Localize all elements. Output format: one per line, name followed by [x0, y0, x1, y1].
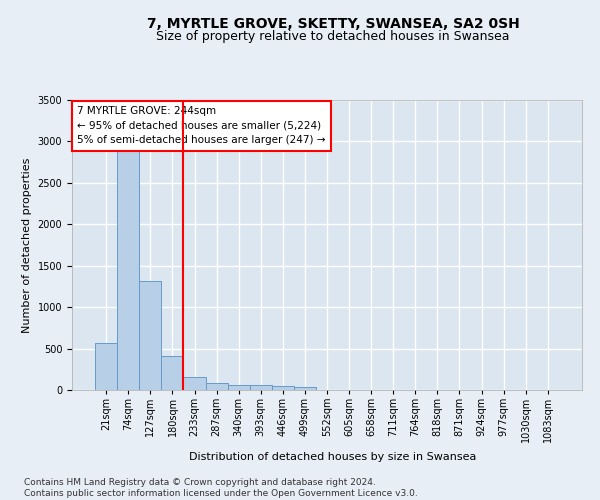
Bar: [117, 148, 139, 390]
Text: Distribution of detached houses by size in Swansea: Distribution of detached houses by size …: [190, 452, 476, 462]
Text: Size of property relative to detached houses in Swansea: Size of property relative to detached ho…: [156, 30, 510, 43]
Bar: [95, 343, 117, 390]
Text: Contains HM Land Registry data © Crown copyright and database right 2024.
Contai: Contains HM Land Registry data © Crown c…: [24, 478, 418, 498]
Y-axis label: Number of detached properties: Number of detached properties: [22, 158, 32, 332]
Bar: [161, 356, 184, 390]
Bar: [139, 281, 161, 390]
Bar: [227, 384, 250, 390]
Bar: [250, 386, 272, 390]
Text: 7, MYRTLE GROVE, SKETTY, SWANSEA, SA2 0SH: 7, MYRTLE GROVE, SKETTY, SWANSEA, SA2 0S…: [146, 18, 520, 32]
Bar: [294, 387, 316, 390]
Bar: [206, 382, 227, 390]
Text: 7 MYRTLE GROVE: 244sqm
← 95% of detached houses are smaller (5,224)
5% of semi-d: 7 MYRTLE GROVE: 244sqm ← 95% of detached…: [77, 106, 326, 146]
Bar: [272, 386, 294, 390]
Bar: [184, 376, 206, 390]
